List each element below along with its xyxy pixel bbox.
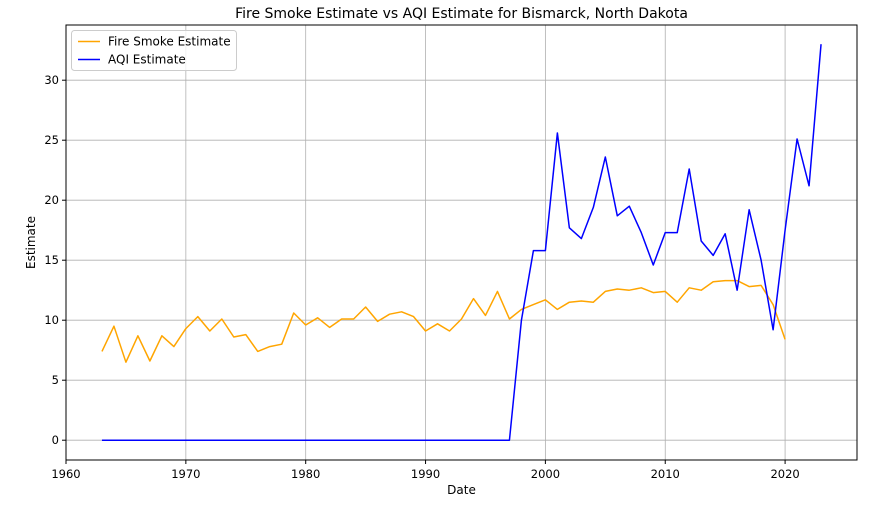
x-tick-label: 1960: [51, 467, 80, 481]
legend-box: [71, 30, 237, 71]
y-tick-label: 5: [52, 373, 59, 387]
x-tick-label: 2000: [531, 467, 560, 481]
legend: Fire Smoke Estimate AQI Estimate: [71, 30, 237, 71]
x-tick-label: 2010: [651, 467, 680, 481]
x-axis-label: Date: [447, 483, 476, 497]
x-axis-ticks: 1960 1970 1980 1990 2000 2010 2020: [51, 460, 800, 481]
series-layer: [101, 44, 822, 441]
y-axis-ticks: 0 5 10 15 20 25 30: [44, 73, 66, 447]
plot-frame: [65, 24, 858, 461]
x-tick-label: 1990: [411, 467, 440, 481]
series-line-1: [101, 44, 822, 441]
grid-lines: [65, 25, 857, 460]
y-tick-label: 15: [44, 253, 59, 267]
legend-label: AQI Estimate: [108, 53, 186, 67]
x-tick-label: 2020: [770, 467, 799, 481]
y-tick-label: 10: [44, 313, 59, 327]
y-tick-label: 30: [44, 73, 59, 87]
legend-label: Fire Smoke Estimate: [108, 35, 231, 49]
x-tick-label: 1970: [171, 467, 200, 481]
y-tick-label: 25: [44, 133, 59, 147]
y-tick-label: 0: [52, 433, 59, 447]
y-axis-label: Estimate: [24, 216, 38, 269]
series-line-0: [101, 279, 786, 363]
y-tick-label: 20: [44, 193, 59, 207]
chart-title: Fire Smoke Estimate vs AQI Estimate for …: [235, 6, 688, 22]
x-tick-label: 1980: [291, 467, 320, 481]
